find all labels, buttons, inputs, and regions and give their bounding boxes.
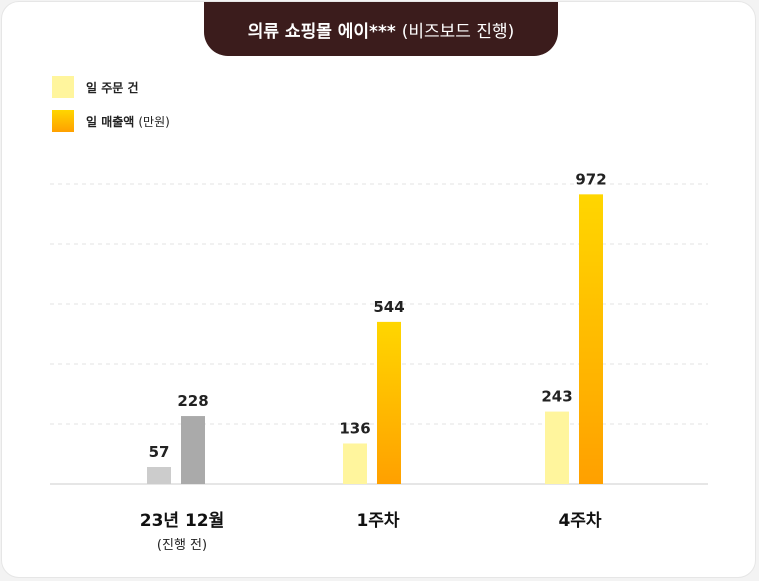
- value-labels: 57 228 136 544 243 972: [149, 170, 607, 461]
- x-label-main: 4주차: [558, 511, 602, 531]
- x-label-1: 1주차: [298, 506, 458, 531]
- chart-title: 의류 쇼핑몰 에이*** (비즈보드 진행): [204, 2, 558, 56]
- legend-swatch-orders: [52, 76, 74, 98]
- bar-sales-2: [579, 194, 603, 484]
- bars: [147, 194, 603, 484]
- value-label-sales-0: 228: [177, 392, 208, 410]
- value-label-sales-2: 972: [575, 170, 606, 188]
- chart-title-main: 의류 쇼핑몰 에이***: [247, 21, 396, 42]
- legend-item-orders: 일 주문 건: [52, 76, 170, 98]
- bar-orders-1: [343, 443, 367, 484]
- x-label-main: 1주차: [356, 511, 400, 531]
- value-label-orders-0: 57: [149, 443, 170, 461]
- legend-item-sales: 일 매출액 (만원): [52, 110, 170, 132]
- bar-sales-1: [377, 321, 401, 484]
- legend: 일 주문 건 일 매출액 (만원): [52, 76, 170, 144]
- legend-swatch-sales: [52, 110, 74, 132]
- value-label-orders-2: 243: [541, 388, 572, 406]
- legend-label-sales: 일 매출액: [86, 114, 135, 129]
- value-label-orders-1: 136: [339, 419, 370, 437]
- bar-orders-0: [147, 467, 171, 484]
- bar-sales-0: [181, 416, 205, 484]
- value-label-sales-1: 544: [373, 298, 404, 316]
- x-label-2: 4주차: [500, 506, 660, 531]
- legend-label-orders: 일 주문 건: [86, 80, 139, 95]
- x-label-sub: (진행 전): [156, 538, 208, 553]
- chart-title-sub: (비즈보드 진행): [401, 21, 515, 42]
- x-label-0: 23년 12월 (진행 전): [102, 506, 262, 553]
- legend-unit-sales: (만원): [138, 114, 170, 129]
- x-label-main: 23년 12월: [139, 511, 225, 531]
- bar-orders-2: [545, 411, 569, 484]
